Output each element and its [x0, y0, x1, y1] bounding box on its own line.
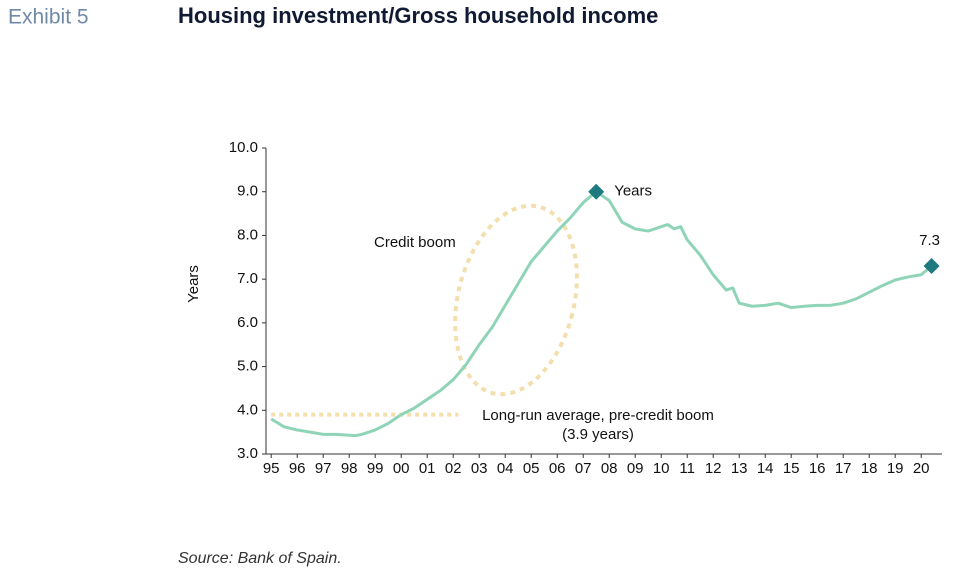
reference-label: Long-run average, pre-credit boom (3.9 y…	[482, 407, 714, 443]
x-tick-label: 10	[653, 460, 670, 477]
x-tick-label: 01	[419, 460, 436, 477]
x-tick-label: 11	[679, 460, 695, 477]
x-tick-label: 05	[523, 460, 540, 477]
y-tick-label: 5.0	[237, 358, 258, 375]
source: Source: Bank of Spain.	[178, 550, 342, 567]
line-series	[270, 190, 933, 438]
y-tick-label: 4.0	[237, 401, 258, 418]
x-tick-label: 17	[835, 460, 852, 477]
marker-label: Years	[614, 183, 652, 200]
chart-title: Housing investment/Gross household incom…	[178, 3, 658, 28]
x-tick-label: 06	[549, 460, 566, 477]
x-tick-label: 07	[575, 460, 592, 477]
y-tick-label: 10.0	[229, 139, 258, 156]
y-tick-label: 3.0	[237, 445, 258, 462]
x-tick-label: 08	[601, 460, 618, 477]
x-tick-label: 14	[757, 460, 774, 477]
x-tick-label: 20	[913, 460, 930, 477]
x-tick-label: 16	[809, 460, 826, 477]
marker-label: 7.3	[919, 232, 940, 249]
x-tick-label: 12	[705, 460, 722, 477]
x-tick-label: 97	[315, 460, 332, 477]
x-tick-label: 95	[263, 460, 280, 477]
x-tick-label: 96	[289, 460, 306, 477]
x-tick-label: 99	[367, 460, 384, 477]
x-tick-label: 09	[627, 460, 644, 477]
x-tick-label: 18	[861, 460, 878, 477]
x-tick-label: 03	[471, 460, 488, 477]
y-tick-label: 7.0	[237, 270, 258, 287]
x-tick-label: 15	[783, 460, 800, 477]
y-tick-label: 6.0	[237, 314, 258, 331]
y-tick-label: 8.0	[237, 226, 258, 243]
marker	[588, 183, 605, 200]
marker	[923, 258, 940, 275]
x-tick-label: 98	[341, 460, 358, 477]
x-tick-label: 00	[393, 460, 410, 477]
x-tick-label: 19	[887, 460, 904, 477]
y-axis-label: Years	[185, 265, 202, 303]
credit-boom-label: Credit boom	[374, 234, 456, 251]
y-tick-label: 9.0	[237, 183, 258, 200]
x-tick-label: 13	[731, 460, 748, 477]
x-tick-label: 02	[445, 460, 462, 477]
credit-boom-ellipse	[453, 203, 579, 397]
x-tick-label: 04	[497, 460, 514, 477]
exhibit-label: Exhibit 5	[8, 6, 89, 29]
